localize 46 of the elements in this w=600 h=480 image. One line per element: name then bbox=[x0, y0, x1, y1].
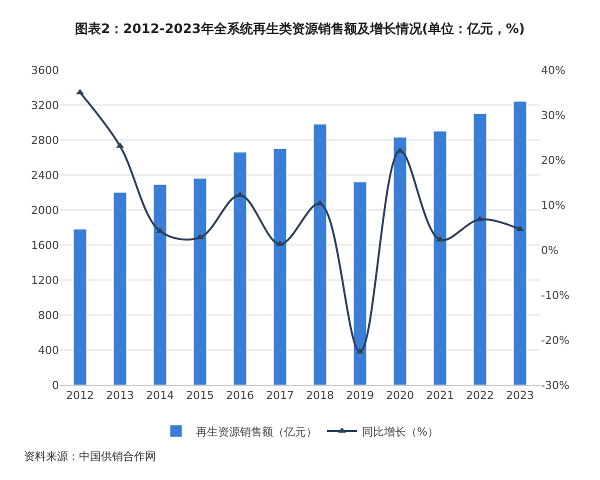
text: 资料来源：中国供销合作网 bbox=[24, 450, 156, 463]
x-tick-label: 2018 bbox=[306, 389, 334, 402]
x-tick-label: 2014 bbox=[146, 389, 174, 402]
y-tick-label: 2800 bbox=[31, 134, 59, 147]
y2-tick-label: 10% bbox=[541, 198, 566, 212]
y-tick-label: 2400 bbox=[31, 168, 59, 182]
bar bbox=[273, 148, 287, 385]
x-tick-label: 2012 bbox=[66, 389, 94, 402]
legend-label: 同比增长（%） bbox=[362, 425, 438, 438]
bar bbox=[153, 184, 167, 385]
bar bbox=[113, 192, 127, 385]
x-tick-label: 2015 bbox=[186, 389, 214, 402]
y-tick-label: 1600 bbox=[31, 238, 59, 252]
y2-tick-label: -20% bbox=[541, 334, 570, 347]
bar bbox=[513, 101, 527, 385]
y-tick-label: 3600 bbox=[31, 64, 59, 77]
x-tick-label: 2013 bbox=[106, 389, 134, 402]
x-tick-label: 2022 bbox=[466, 389, 494, 402]
bar bbox=[433, 131, 447, 385]
x-tick-label: 2023 bbox=[506, 389, 534, 402]
y2-tick-label: -30% bbox=[541, 378, 570, 392]
y-tick-label: 2000 bbox=[31, 204, 59, 217]
y2-tick-label: 0% bbox=[541, 244, 558, 257]
y2-tick-label: 20% bbox=[541, 154, 566, 167]
y-tick-label: 3200 bbox=[31, 98, 59, 112]
bar bbox=[313, 124, 327, 385]
bar bbox=[233, 152, 247, 385]
y2-tick-label: 30% bbox=[541, 108, 566, 122]
x-tick-label: 2019 bbox=[346, 389, 374, 402]
y-tick-label: 0 bbox=[52, 378, 59, 392]
bar bbox=[353, 182, 367, 385]
y-tick-label: 1200 bbox=[31, 274, 59, 287]
y-tick-label: 800 bbox=[38, 308, 59, 322]
y2-tick-label: 40% bbox=[541, 64, 566, 77]
bar bbox=[73, 229, 87, 385]
x-tick-label: 2017 bbox=[266, 389, 294, 402]
bar bbox=[193, 178, 207, 385]
x-tick-label: 2021 bbox=[426, 389, 454, 402]
x-tick-label: 2016 bbox=[226, 389, 254, 402]
y2-tick-label: -10% bbox=[541, 288, 570, 302]
chart-title: 图表2：2012-2023年全系统再生类资源销售额及增长情况(单位：亿元，%) bbox=[75, 21, 525, 38]
bar bbox=[393, 137, 407, 385]
bar bbox=[473, 114, 487, 385]
x-tick-label: 2020 bbox=[386, 389, 414, 402]
legend-label: 再生资源销售额（亿元） bbox=[196, 425, 317, 438]
y-tick-label: 400 bbox=[38, 344, 59, 357]
